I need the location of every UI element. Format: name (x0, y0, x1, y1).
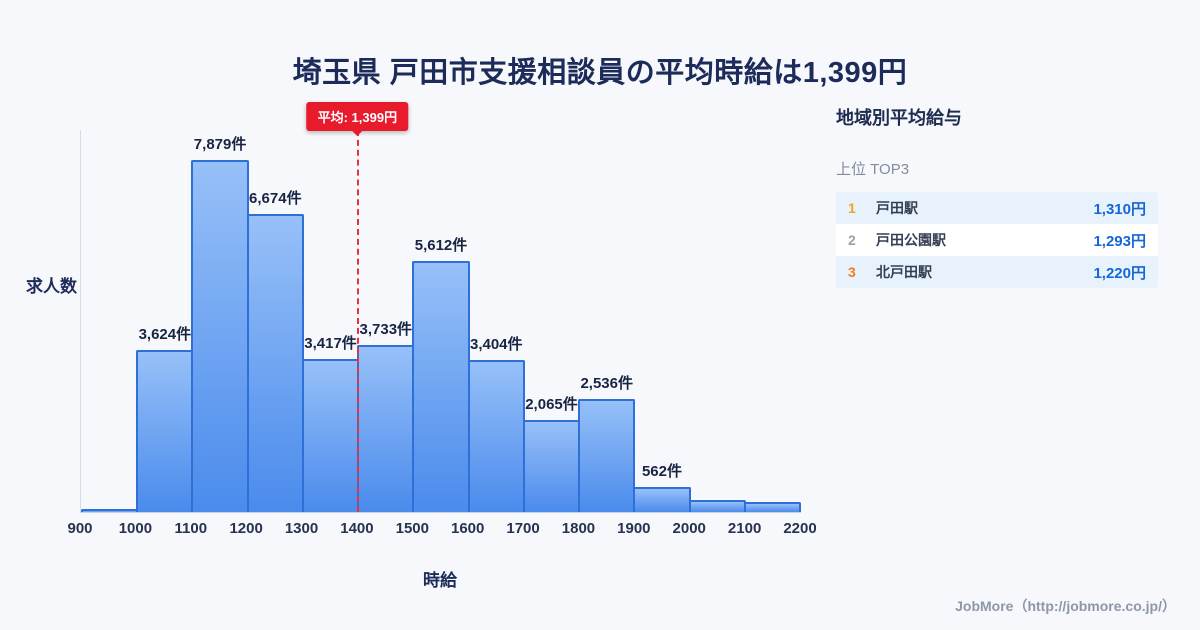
x-tick-label: 1700 (506, 520, 540, 537)
histogram-bar (81, 509, 139, 512)
bar-cell: 3,733件 (357, 130, 415, 512)
region-salary-panel: 地域別平均給与 上位 TOP3 1 戸田駅 1,310円 2 戸田公園駅 1,293円 3 北… (836, 104, 1158, 288)
page-title: 埼玉県 戸田市支援相談員の平均時給は1,399円 (292, 57, 908, 90)
top3-row: 2 戸田公園駅 1,293円 (836, 224, 1158, 256)
x-tick-label: 1200 (229, 520, 263, 537)
bar-value-label: 2,065件 (525, 396, 578, 413)
bar-cell: 2,536件 (578, 130, 636, 512)
bar-value-label: 7,879件 (193, 136, 247, 153)
panel-heading: 地域別平均給与 (836, 108, 962, 128)
station-name: 戸田公園駅 (876, 232, 946, 248)
histogram-bar (743, 502, 802, 512)
bar-cell: 5,612件 (412, 130, 470, 512)
bar-value-label: 3,404件 (469, 336, 523, 353)
x-tick-label: 1400 (340, 520, 374, 537)
x-tick-label: 1600 (451, 520, 485, 537)
histogram-bar (688, 500, 746, 512)
bar-cell: 3,404件 (467, 130, 525, 512)
footer-credit: JobMore（http://jobmore.co.jp/） (955, 598, 1176, 614)
x-axis-label: 時給 (423, 571, 457, 590)
bar-cell: 2,065件 (522, 130, 581, 512)
x-tick-label: 2200 (783, 520, 817, 537)
bar-value-label: 6,674件 (249, 190, 302, 207)
x-tick-label: 1500 (395, 520, 429, 537)
x-ticks: 900 1000 1100 1200 1300 1400 1500 1600 1700 1800 1… (67, 520, 816, 540)
wage-value: 1,220円 (1093, 264, 1146, 282)
bar-cell: 7,879件 (191, 130, 249, 512)
bar-value-label: 3,417件 (304, 335, 357, 352)
bar-cell: 3,624件 (136, 130, 194, 512)
top3-row: 3 北戸田駅 1,220円 (836, 256, 1158, 288)
bar-cell: 562件 (633, 130, 691, 512)
average-line (357, 130, 360, 512)
x-tick-label: 1100 (174, 520, 208, 537)
rank-number: 3 (848, 264, 856, 280)
histogram-bar (136, 350, 194, 512)
x-tick-label: 2100 (727, 520, 762, 537)
bar-value-label: 5,612件 (414, 237, 468, 254)
panel-subheading: 上位 TOP3 (836, 161, 910, 178)
rank-number: 2 (848, 232, 856, 248)
plot-area: 平均: 1,399円 3,624件 7,879件 6,674件 3,417件 3,733… (80, 102, 802, 513)
y-axis-label: 求人数 (26, 277, 77, 296)
x-tick-label: 1000 (118, 520, 153, 537)
histogram-bar (522, 420, 581, 512)
histogram-bar (357, 345, 415, 512)
histogram-bar (301, 359, 360, 512)
wage-value: 1,310円 (1093, 200, 1146, 218)
bar-value-label: 2,536件 (580, 375, 633, 392)
bar-cell: 6,674件 (246, 130, 304, 512)
station-name: 戸田駅 (876, 200, 918, 216)
histogram-bar (191, 160, 249, 512)
histogram-bar (633, 487, 691, 512)
bar-value-label: 3,624件 (138, 326, 192, 343)
bar-cell (688, 130, 746, 512)
histogram-bar (412, 261, 470, 512)
average-badge: 平均: 1,399円 (306, 102, 409, 131)
station-name: 北戸田駅 (876, 264, 932, 280)
bar-value-label: 3,733件 (359, 321, 413, 338)
bar-cell (81, 130, 139, 512)
wage-value: 1,293円 (1093, 232, 1146, 250)
x-tick-label: 1900 (617, 520, 651, 537)
x-tick-label: 2000 (672, 520, 706, 537)
histogram-bar (467, 360, 525, 512)
top3-table: 1 戸田駅 1,310円 2 戸田公園駅 1,293円 3 北戸田駅 1,220円 (836, 192, 1158, 288)
histogram-bar (578, 399, 636, 512)
bar-cell: 3,417件 (301, 130, 360, 512)
x-tick-label: 900 (67, 520, 93, 537)
rank-number: 1 (848, 200, 856, 216)
top3-row: 1 戸田駅 1,310円 (836, 192, 1158, 224)
histogram-bar (246, 214, 304, 512)
bar-value-label: 562件 (641, 463, 682, 480)
x-tick-label: 1300 (284, 520, 319, 537)
bar-cell (743, 130, 802, 512)
x-tick-label: 1800 (561, 520, 596, 537)
